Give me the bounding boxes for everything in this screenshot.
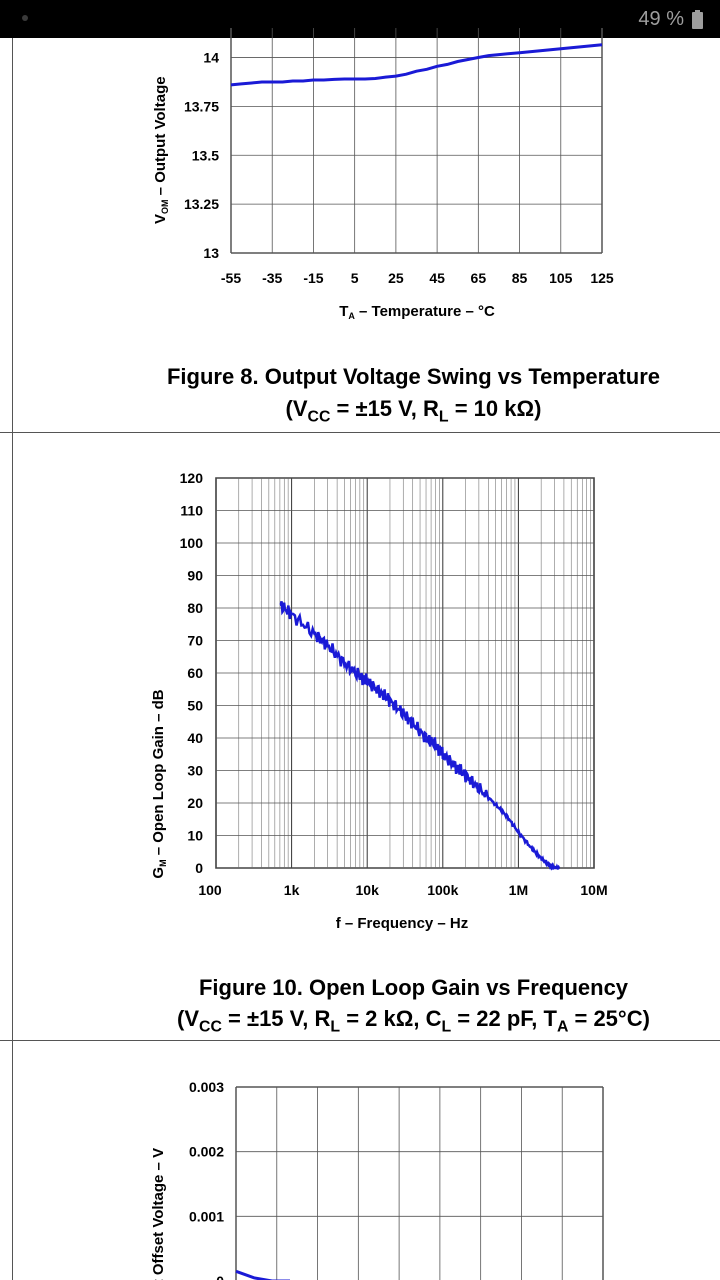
figure10-chart: 100 1k 10k 100k 1M 10M 0 10 20 30 40 50 60 70 80 90 100…: [150, 470, 608, 932]
figure8-x-tick-label: -55: [221, 270, 241, 286]
figure10-y-tick-label: 40: [187, 730, 203, 746]
figure-next-y-tick-label: 0.002: [189, 1144, 224, 1160]
figure8-x-tick-label: 105: [549, 270, 573, 286]
figure10-x-tick-label: 100k: [427, 882, 458, 898]
figure10-x-ticks: 100 1k 10k 100k 1M 10M: [198, 882, 607, 898]
figure8-y-tick-label: 14: [203, 50, 219, 66]
figure10-y-tick-label: 20: [187, 795, 203, 811]
notification-dot-icon: [22, 15, 28, 21]
figure8-x-tick-label: -35: [262, 270, 282, 286]
figure10-y-tick-label: 0: [195, 860, 203, 876]
figure10-y-tick-label: 120: [180, 470, 204, 486]
figure-next-y-tick-label: 0: [216, 1273, 224, 1280]
figure-next-y-tick-label: 0.003: [189, 1079, 224, 1095]
battery-percentage: 49 %: [638, 8, 684, 30]
figure8-x-tick-label: 25: [388, 270, 404, 286]
figure-next-chart: 0.003 0.002 0.001 0 Input Offset Voltage – …: [150, 1079, 604, 1280]
figure8-y-axis-label: VOM – Output Voltage: [152, 76, 170, 224]
figure10-grid: [215, 477, 595, 869]
figure-next-series-line: [235, 1269, 290, 1280]
figure8-y-tick-label: 13.5: [192, 147, 219, 163]
figure10-y-tick-label: 100: [180, 535, 204, 551]
figure8-x-tick-label: 65: [471, 270, 487, 286]
page-left-edge: [12, 38, 13, 1280]
figure10-y-ticks: 0 10 20 30 40 50 60 70 80 90 100 110 120: [180, 470, 204, 876]
figure8-caption-conditions: (VCC = ±15 V, RL = 10 kΩ): [285, 396, 542, 426]
section-divider: [0, 432, 720, 433]
figure10-caption-title: Figure 10. Open Loop Gain vs Frequency: [198, 975, 629, 1000]
figure10-y-tick-label: 80: [187, 600, 203, 616]
figure8-x-axis-label: TA – Temperature – °C: [339, 303, 495, 321]
figure10-x-tick-label: 10M: [580, 882, 607, 898]
status-bar: 49 %: [0, 0, 720, 38]
figure10-x-tick-label: 10k: [356, 882, 380, 898]
figure8-x-ticks: -55 -35 -15 5 25 45 65 85 105 125: [221, 270, 614, 286]
figure8-y-ticks: 13 13.25 13.5 13.75 14: [184, 50, 219, 261]
figure10-y-tick-label: 70: [187, 633, 203, 649]
figure10-series-line: [279, 601, 561, 871]
figure8-x-tick-label: 5: [351, 270, 359, 286]
figure-next-y-axis-label: Input Offset Voltage – V: [150, 1148, 167, 1280]
figure-next-grid: [235, 1086, 604, 1280]
figure10-x-axis-label: f – Frequency – Hz: [336, 915, 469, 932]
section-divider: [0, 1040, 720, 1041]
figure10-x-tick-label: 1k: [284, 882, 300, 898]
figure10-y-tick-label: 30: [187, 763, 203, 779]
figure8-y-tick-label: 13.75: [184, 98, 219, 114]
figure8-x-tick-label: -15: [303, 270, 323, 286]
figure8-grid: [230, 28, 603, 254]
figure8-y-tick-label: 13.25: [184, 196, 219, 212]
figure10-caption-conditions: (VCC = ±15 V, RL = 2 kΩ, CL = 22 pF, TA …: [177, 1006, 650, 1036]
figure10-y-tick-label: 60: [187, 665, 203, 681]
figure10-y-tick-label: 10: [187, 828, 203, 844]
figure10-y-tick-label: 110: [180, 503, 203, 519]
figure8-series-line: [230, 43, 603, 87]
figure8-x-tick-label: 45: [429, 270, 445, 286]
figure10-y-tick-label: 50: [187, 698, 203, 714]
figure10-x-tick-label: 100: [198, 882, 222, 898]
figure8-y-tick-label: 13: [203, 245, 219, 261]
figure8-x-tick-label: 125: [590, 270, 614, 286]
figure-next-y-tick-label: 0.001: [189, 1208, 224, 1224]
figure10-y-tick-label: 90: [187, 568, 203, 584]
figure8-caption-title: Figure 8. Output Voltage Swing vs Temper…: [166, 364, 661, 389]
figure8-chart: -55 -35 -15 5 25 45 65 85 105 125 13 13.25 13.5 13.7…: [152, 28, 614, 321]
figure-next-y-ticks: 0.003 0.002 0.001 0: [189, 1079, 224, 1280]
figure8-x-tick-label: 85: [512, 270, 528, 286]
figure10-x-tick-label: 1M: [509, 882, 528, 898]
battery-icon: [692, 10, 703, 29]
figure10-y-axis-label: GM – Open Loop Gain – dB: [150, 689, 168, 878]
